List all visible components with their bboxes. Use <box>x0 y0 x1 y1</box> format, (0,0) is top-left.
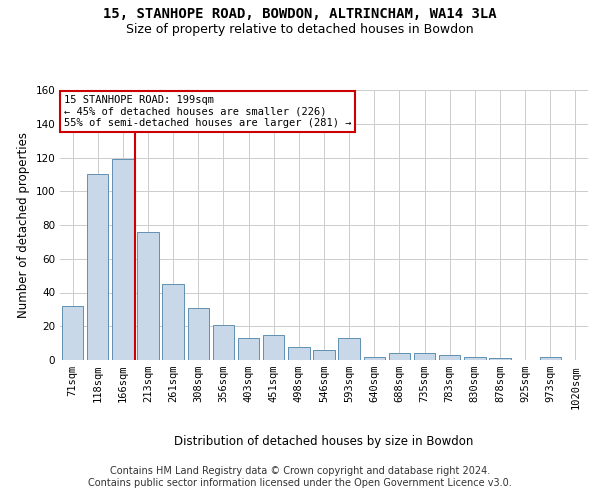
Bar <box>313 350 335 360</box>
Bar <box>163 284 184 360</box>
Y-axis label: Number of detached properties: Number of detached properties <box>17 132 30 318</box>
Bar <box>414 353 435 360</box>
Bar <box>188 308 209 360</box>
Bar <box>389 353 410 360</box>
Bar <box>364 356 385 360</box>
Text: Size of property relative to detached houses in Bowdon: Size of property relative to detached ho… <box>126 22 474 36</box>
Bar <box>288 346 310 360</box>
Text: Contains HM Land Registry data © Crown copyright and database right 2024.
Contai: Contains HM Land Registry data © Crown c… <box>88 466 512 487</box>
Text: 15 STANHOPE ROAD: 199sqm
← 45% of detached houses are smaller (226)
55% of semi-: 15 STANHOPE ROAD: 199sqm ← 45% of detach… <box>64 95 351 128</box>
Bar <box>112 159 134 360</box>
Bar <box>87 174 109 360</box>
Bar <box>263 334 284 360</box>
Bar <box>464 356 485 360</box>
Text: 15, STANHOPE ROAD, BOWDON, ALTRINCHAM, WA14 3LA: 15, STANHOPE ROAD, BOWDON, ALTRINCHAM, W… <box>103 8 497 22</box>
Bar <box>439 355 460 360</box>
Bar <box>338 338 360 360</box>
Bar <box>490 358 511 360</box>
Bar <box>213 324 234 360</box>
Bar <box>238 338 259 360</box>
Text: Distribution of detached houses by size in Bowdon: Distribution of detached houses by size … <box>175 435 473 448</box>
Bar <box>539 356 561 360</box>
Bar <box>137 232 158 360</box>
Bar <box>62 306 83 360</box>
